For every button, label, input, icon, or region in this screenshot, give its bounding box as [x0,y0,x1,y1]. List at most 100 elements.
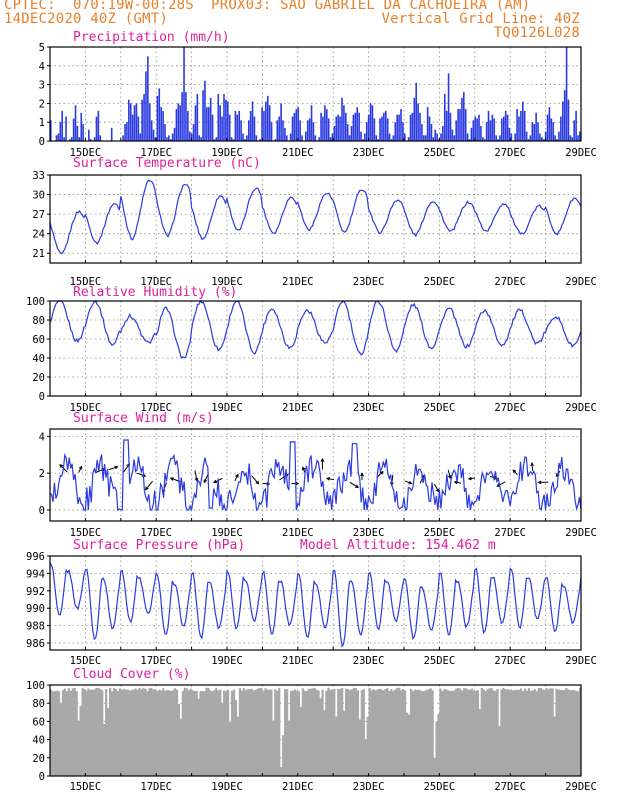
x-tick-label: 21DEC [282,655,314,667]
cloud-bar [211,691,214,776]
cloud-bar [398,687,401,776]
wind-arrow [419,475,425,484]
wind-arrow [497,481,506,487]
wind-arrowhead [467,476,472,481]
precip-bar [312,122,315,141]
precip-bar [223,94,225,141]
precip-bar [219,105,221,141]
cloud-bar [541,689,544,776]
panel-2 [47,299,582,397]
precip-bar [325,109,328,141]
precip-bar [289,133,292,141]
cloud-bar [331,689,334,776]
cloud-bar [439,688,442,776]
x-tick-label: 15DEC [70,402,102,414]
cloud-bar [201,690,204,776]
cloud-bar [490,688,493,776]
cloud-bar [63,688,66,776]
precip-bar [227,101,229,141]
wind-arrowhead [537,480,542,485]
cloud-bar [573,689,576,776]
precip-bar [565,47,568,141]
cloud-bar [429,688,432,776]
plot-frame [49,555,582,651]
cloud-bar [244,689,247,776]
precip-bar [369,103,372,141]
precip-bar [242,133,244,141]
cloud-bar [228,722,232,776]
cloud-bar [122,688,125,776]
cloud-bar [339,689,342,776]
precip-bar [204,80,206,141]
cloud-bar [323,710,326,776]
precip-bar [464,109,467,141]
precip-bar [61,110,64,141]
cloud-bar [539,687,542,776]
precip-bar [356,107,359,141]
cloud-bar [169,691,173,776]
precip-bar [206,107,208,141]
precip-bar [352,114,355,141]
precip-bar [474,116,477,141]
precip-bar [331,133,334,141]
precip-bar [493,118,496,141]
precip-bar [491,114,494,141]
precip-bar [124,124,126,141]
cloud-bar [185,688,188,776]
cloud-bar [423,690,426,776]
precip-bar [518,116,520,141]
cloud-bar [386,688,389,776]
cloud-bar [181,690,184,776]
precip-bar [421,124,423,141]
y-tick-label: 40 [32,735,45,747]
cloud-bar [512,690,515,776]
precip-bar [358,112,360,141]
cloud-bar [134,688,137,776]
cloud-bar [254,689,257,776]
precip-bar [392,135,395,141]
precip-bar [485,122,488,141]
cloud-bar [500,689,503,776]
cloud-bar [468,689,472,776]
precip-bar [457,109,459,141]
precip-bar [544,131,547,141]
precip-bar [554,135,556,141]
precip-bar [217,94,220,141]
precip-bar [424,135,427,141]
precip-bar [57,133,60,141]
y-tick-label: 0 [39,136,45,148]
precip-bar [436,133,438,141]
cloud-bar [421,691,424,776]
precip-bar [276,120,279,141]
wind-arrow [108,466,118,471]
panel-3 [47,428,582,522]
precip-bar [345,112,347,141]
cloud-bar [549,688,552,776]
cloud-bar [390,688,393,776]
x-tick-label: 23DEC [353,781,385,793]
precip-bar [263,110,265,141]
cloud-bar [370,690,373,776]
precip-bar [398,114,400,141]
precip-bar [310,105,313,141]
cloud-bar [144,688,147,776]
precip-bar [164,124,166,141]
cloud-bar [83,689,86,776]
cloud-bar [264,688,267,776]
cloud-bar [53,691,57,776]
cloud-bar [431,690,434,776]
precip-bar [261,107,263,141]
precip-bar [247,120,250,141]
precip-bar [428,116,431,141]
cloud-bar [71,688,74,776]
precip-bar [409,114,412,141]
cloud-bar [447,690,450,776]
cloud-bar [372,689,375,776]
precip-bar [322,116,324,141]
y-tick-label: 30 [32,190,45,202]
precip-bar [561,101,564,141]
precip-bar [510,133,513,141]
wind-arrowhead [235,473,239,478]
cloud-bar [567,689,570,776]
precip-bar [480,125,482,141]
